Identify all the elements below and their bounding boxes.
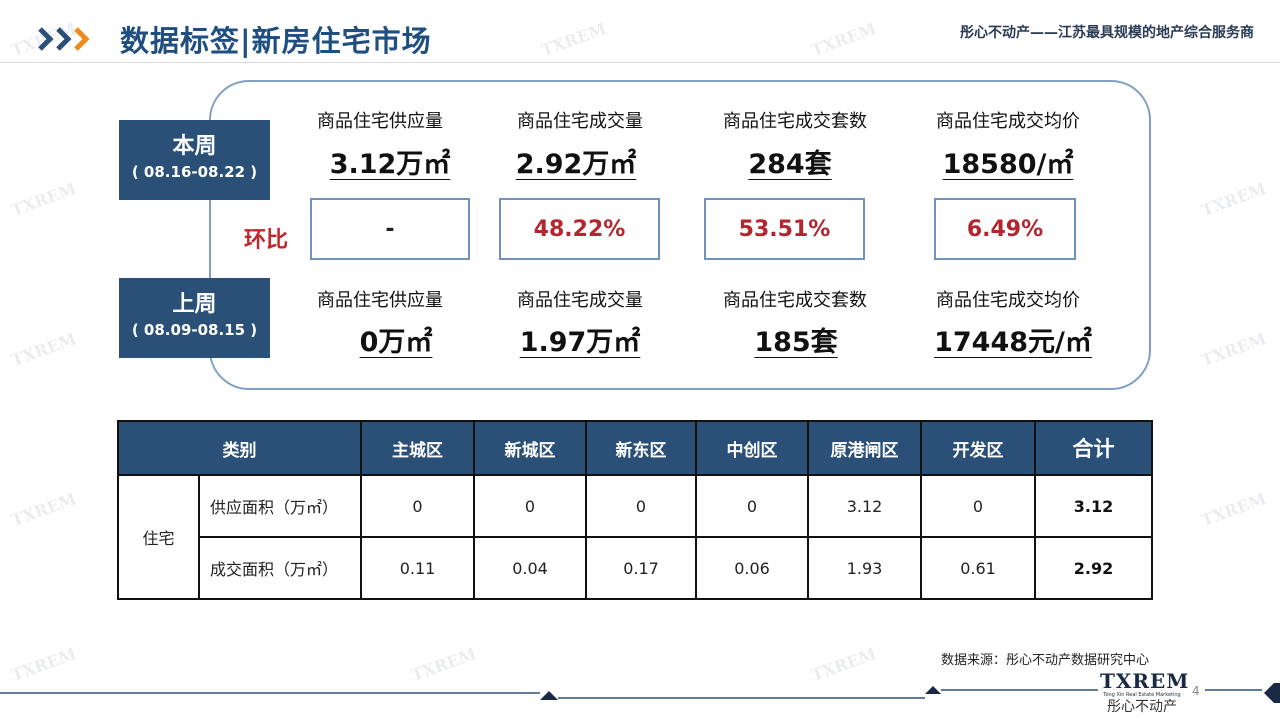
table-cell: 0.17	[585, 536, 697, 600]
district-data-table: 类别 主城区 新城区 新东区 中创区 原港闸区 开发区 合计 住宅 供应面积（万…	[117, 420, 1153, 600]
previous-week-box: 上周 ( 08.09-08.15 )	[119, 278, 270, 358]
table-cell-total: 2.92	[1034, 536, 1153, 600]
table-row: 住宅 供应面积（万㎡） 0 0 0 0 3.12 0 3.12	[117, 474, 1153, 600]
triple-chevron-icon	[38, 27, 90, 51]
column-header: 新城区	[473, 420, 587, 476]
metric-label-units: 商品住宅成交套数	[723, 111, 867, 132]
metric-label-price: 商品住宅成交均价	[936, 111, 1080, 132]
table-cell-total: 3.12	[1034, 474, 1153, 538]
current-week-range: ( 08.16-08.22 )	[131, 163, 258, 181]
metric-label-supply: 商品住宅供应量	[317, 111, 443, 132]
table-cell: 0	[695, 474, 809, 538]
company-tagline: 彤心不动产——江苏最具规模的地产综合服务商	[960, 25, 1254, 41]
huanbi-label: 环比	[244, 228, 289, 253]
row-group-label: 住宅	[117, 474, 200, 600]
table-cell: 0.11	[360, 536, 475, 600]
change-box-units: 53.51%	[704, 198, 865, 260]
metric-previous-units: 185套	[754, 327, 838, 358]
watermark: TXREM	[8, 329, 79, 370]
metric-current-units: 284套	[748, 149, 832, 180]
table-row: 成交面积（万㎡） 0.11 0.04 0.17 0.06 1.93 0.61 2…	[118, 536, 1153, 600]
metric-current-volume: 2.92万㎡	[515, 149, 637, 180]
logo-subtext: Tong Xin Real Estate Marketing	[1103, 692, 1181, 698]
company-logo: TXREM Tong Xin Real Estate Marketing 彤心不…	[1100, 669, 1190, 716]
previous-week-label: 上周	[172, 292, 217, 317]
table-cell: 0	[360, 474, 475, 538]
change-box-volume: 48.22%	[499, 198, 660, 260]
previous-week-range: ( 08.09-08.15 )	[131, 321, 258, 339]
watermark: TXREM	[1198, 179, 1269, 220]
metric-label-price-prev: 商品住宅成交均价	[936, 290, 1080, 311]
watermark: TXREM	[8, 179, 79, 220]
header-divider	[0, 62, 1280, 63]
table-cell: 0.04	[473, 536, 587, 600]
footer-decoration	[0, 683, 1280, 703]
logo-chinese: 彤心不动产	[1107, 699, 1177, 715]
metric-label-volume: 商品住宅成交量	[517, 111, 643, 132]
table-cell: 0.06	[695, 536, 809, 600]
metric-label-volume-prev: 商品住宅成交量	[517, 290, 643, 311]
page-number: 4	[1192, 684, 1200, 698]
column-header: 主城区	[360, 420, 475, 476]
metric-current-price: 18580/㎡	[942, 149, 1074, 180]
metric-previous-supply: 0万㎡	[359, 327, 433, 358]
watermark: TXREM	[1198, 329, 1269, 370]
watermark: TXREM	[808, 19, 879, 60]
table-cell: 3.12	[807, 474, 922, 538]
table-cell: 0	[473, 474, 587, 538]
column-header-total: 合计	[1034, 420, 1153, 476]
column-header: 开发区	[920, 420, 1036, 476]
metric-previous-volume: 1.97万㎡	[519, 327, 641, 358]
column-header-category: 类别	[117, 420, 362, 476]
table-cell: 0	[920, 474, 1036, 538]
column-header: 中创区	[695, 420, 809, 476]
change-box-supply: -	[310, 198, 470, 260]
table-header-row: 类别 主城区 新城区 新东区 中创区 原港闸区 开发区 合计	[117, 420, 1153, 476]
table-cell: 1.93	[807, 536, 922, 600]
column-header: 原港闸区	[807, 420, 922, 476]
column-header: 新东区	[585, 420, 697, 476]
page-title: 数据标签|新房住宅市场	[120, 24, 432, 58]
current-week-label: 本周	[172, 134, 217, 159]
table-cell: 0	[585, 474, 697, 538]
row-label: 供应面积（万㎡）	[198, 474, 362, 538]
watermark: TXREM	[8, 489, 79, 530]
table-cell: 0.61	[920, 536, 1036, 600]
metric-label-supply-prev: 商品住宅供应量	[317, 290, 443, 311]
metric-label-units-prev: 商品住宅成交套数	[723, 290, 867, 311]
row-label: 成交面积（万㎡）	[198, 536, 362, 600]
data-source-note: 数据来源：彤心不动产数据研究中心	[940, 653, 1149, 668]
metric-current-supply: 3.12万㎡	[329, 149, 451, 180]
watermark: TXREM	[1198, 489, 1269, 530]
logo-text: TXREM	[1100, 669, 1190, 693]
metric-previous-price: 17448元/㎡	[934, 327, 1092, 358]
change-box-price: 6.49%	[934, 198, 1076, 260]
current-week-box: 本周 ( 08.16-08.22 )	[119, 120, 270, 200]
watermark: TXREM	[538, 19, 609, 60]
